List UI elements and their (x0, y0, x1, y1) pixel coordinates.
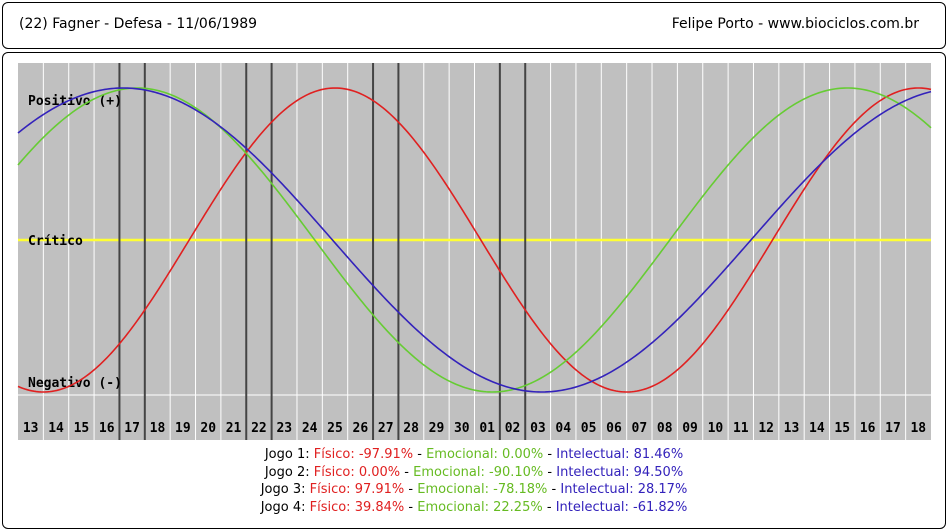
reading-intelectual: Intelectual: -61.82% (555, 499, 688, 515)
x-tick-label: 07 (632, 421, 648, 436)
x-tick-label: 13 (23, 421, 39, 436)
reading-emocional: Emocional: -78.18% (417, 482, 548, 497)
x-tick-label: 05 (581, 421, 597, 436)
reading-jogo-1: Jogo 1: Físico: -97.91% - Emocional: 0.0… (0, 446, 948, 464)
reading-label: Jogo 1: (264, 447, 310, 462)
separator: - (408, 499, 414, 515)
separator: - (551, 482, 557, 497)
separator: - (547, 464, 553, 480)
reading-intelectual: Intelectual: 81.46% (556, 447, 684, 462)
reading-fisico: Físico: 0.00% (313, 464, 401, 480)
x-tick-label: 13 (784, 421, 800, 436)
reading-intelectual: Intelectual: 28.17% (560, 482, 688, 497)
x-tick-label: 28 (403, 421, 419, 436)
x-tick-label: 17 (885, 421, 901, 436)
x-tick-label: 20 (200, 421, 216, 436)
x-tick-label: 14 (48, 421, 64, 436)
x-tick-label: 18 (910, 421, 926, 436)
x-tick-label: 26 (353, 421, 369, 436)
separator: - (404, 464, 409, 480)
x-tick-label: 30 (454, 421, 470, 436)
x-tick-label: 08 (657, 421, 673, 436)
separator: - (417, 447, 422, 462)
x-tick-label: 09 (682, 421, 698, 436)
x-tick-label: 16 (860, 421, 876, 436)
critical-label: Crítico (28, 234, 83, 249)
x-tick-label: 15 (834, 421, 850, 436)
x-tick-label: 23 (276, 421, 292, 436)
reading-label: Jogo 4: (260, 499, 306, 515)
x-tick-label: 27 (378, 421, 394, 436)
positive-label: Positivo (+) (28, 94, 122, 109)
x-tick-label: 29 (429, 421, 445, 436)
x-tick-label: 19 (175, 421, 191, 436)
reading-intelectual: Intelectual: 94.50% (556, 464, 684, 480)
reading-emocional: Emocional: -90.10% (413, 464, 544, 480)
readings-block: Jogo 1: Físico: -97.91% - Emocional: 0.0… (0, 446, 948, 516)
x-tick-label: 02 (505, 421, 521, 436)
series-line-intelectual (17, 87, 932, 393)
reading-emocional: Emocional: 0.00% (426, 447, 544, 462)
reading-jogo-2: Jogo 2: Físico: 0.00% - Emocional: -90.1… (0, 464, 948, 482)
x-tick-label: 17 (124, 421, 140, 436)
x-tick-label: 22 (251, 421, 267, 436)
x-tick-label: 14 (809, 421, 825, 436)
reading-emocional: Emocional: 22.25% (417, 499, 543, 515)
reading-fisico: Físico: 39.84% (309, 499, 405, 515)
x-tick-label: 15 (74, 421, 90, 436)
x-tick-label: 18 (150, 421, 166, 436)
reading-jogo-4: Jogo 4: Físico: 39.84% - Emocional: 22.2… (0, 499, 948, 517)
reading-jogo-3: Jogo 3: Físico: 97.91% - Emocional: -78.… (0, 481, 948, 499)
x-tick-label: 06 (606, 421, 622, 436)
separator: - (547, 447, 553, 462)
x-tick-label: 10 (708, 421, 724, 436)
series-line-físico (17, 87, 932, 393)
series-line-emocional (17, 87, 932, 393)
x-tick-label: 25 (327, 421, 343, 436)
separator: - (546, 499, 552, 515)
separator: - (408, 482, 414, 497)
x-tick-label: 16 (99, 421, 115, 436)
reading-label: Jogo 3: (260, 482, 306, 497)
reading-fisico: Físico: -97.91% (313, 447, 414, 462)
header-title: (22) Fagner - Defesa - 11/06/1989 (19, 16, 258, 32)
reading-label: Jogo 2: (264, 464, 310, 480)
x-tick-label: 01 (479, 421, 495, 436)
x-tick-label: 12 (758, 421, 774, 436)
header-credit: Felipe Porto - www.biociclos.com.br (671, 16, 919, 32)
header-box: (22) Fagner - Defesa - 11/06/1989 Felipe… (2, 2, 946, 49)
x-tick-label: 03 (530, 421, 546, 436)
x-tick-label: 04 (555, 421, 571, 436)
x-tick-label: 24 (302, 421, 318, 436)
x-tick-label: 21 (226, 421, 242, 436)
reading-fisico: Físico: 97.91% (309, 482, 405, 497)
x-tick-label: 11 (733, 421, 749, 436)
